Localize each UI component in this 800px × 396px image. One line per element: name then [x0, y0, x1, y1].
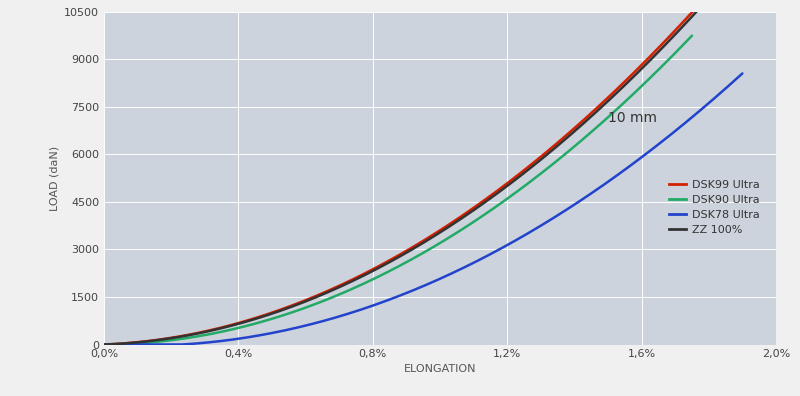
DSK90 Ultra — [687, 33, 697, 38]
Line: DSK78 Ultra: DSK78 Ultra — [104, 73, 742, 345]
ZZ 100% — [99, 342, 109, 347]
DSK78 Ultra — [352, 308, 362, 313]
Line: DSK90 Ultra: DSK90 Ultra — [104, 36, 692, 345]
DSK78 Ultra — [738, 71, 747, 76]
DSK90 Ultra — [290, 309, 300, 314]
DSK90 Ultra — [332, 293, 342, 298]
DSK78 Ultra — [176, 342, 186, 347]
DSK99 Ultra — [536, 154, 546, 159]
DSK99 Ultra — [338, 282, 348, 286]
ZZ 100% — [172, 335, 182, 340]
Text: 10 mm: 10 mm — [608, 111, 657, 125]
DSK90 Ultra — [526, 179, 536, 183]
X-axis label: ELONGATION: ELONGATION — [404, 364, 476, 373]
DSK99 Ultra — [99, 342, 109, 347]
DSK99 Ultra — [538, 152, 548, 157]
ZZ 100% — [536, 158, 546, 162]
DSK78 Ultra — [501, 244, 510, 248]
ZZ 100% — [338, 283, 348, 287]
ZZ 100% — [480, 200, 490, 205]
DSK78 Ultra — [560, 208, 570, 213]
DSK90 Ultra — [99, 342, 109, 347]
DSK90 Ultra — [469, 219, 478, 224]
DSK99 Ultra — [296, 300, 306, 305]
ZZ 100% — [538, 155, 548, 160]
DSK78 Ultra — [99, 342, 109, 347]
DSK78 Ultra — [307, 322, 317, 326]
DSK99 Ultra — [172, 335, 182, 339]
DSK90 Ultra — [170, 337, 179, 342]
Legend: DSK99 Ultra, DSK90 Ultra, DSK78 Ultra, ZZ 100%: DSK99 Ultra, DSK90 Ultra, DSK78 Ultra, Z… — [665, 175, 764, 239]
DSK99 Ultra — [480, 198, 490, 202]
DSK78 Ultra — [563, 206, 573, 211]
Line: ZZ 100%: ZZ 100% — [104, 0, 709, 345]
DSK90 Ultra — [524, 181, 534, 185]
ZZ 100% — [296, 301, 306, 306]
Y-axis label: LOAD (daN): LOAD (daN) — [50, 146, 60, 211]
Line: DSK99 Ultra: DSK99 Ultra — [104, 0, 709, 345]
